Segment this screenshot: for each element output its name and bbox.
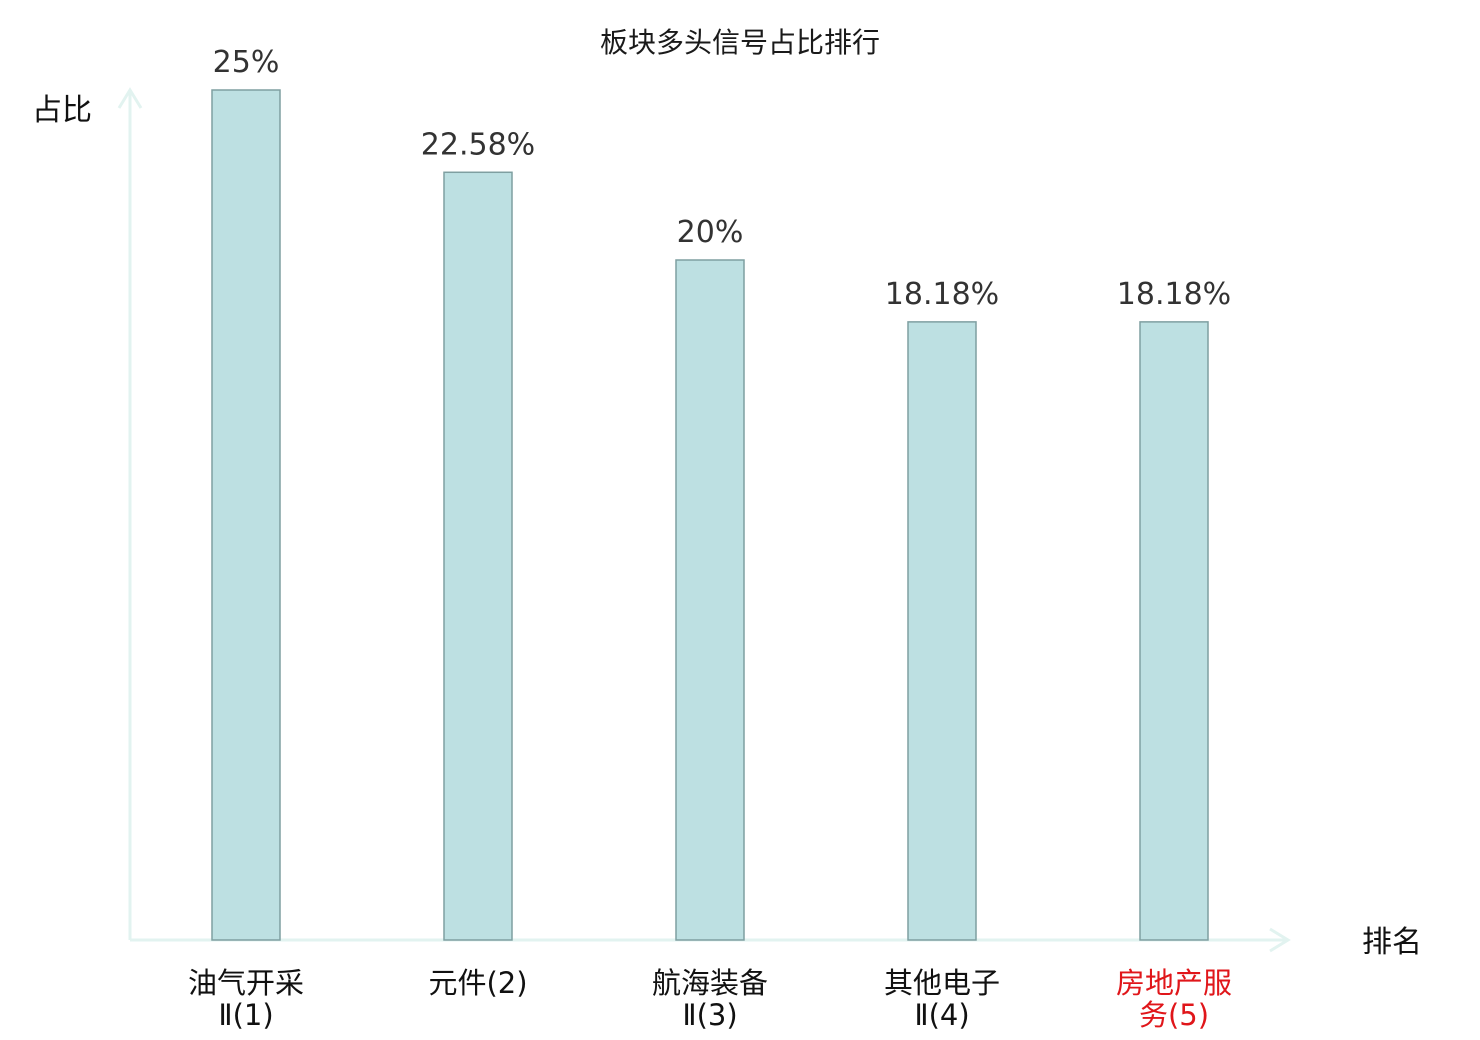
y-axis-label: 占比 [32, 93, 92, 128]
bar-value-label: 18.18% [1117, 277, 1231, 312]
bar [675, 259, 745, 941]
chart-title: 板块多头信号占比排行 [600, 26, 880, 59]
category-label: 油气开采 [188, 966, 304, 1000]
category-label: 房地产服 [1116, 966, 1232, 1000]
bar [443, 171, 513, 941]
category-label: 其他电子 [884, 966, 1000, 1000]
category-label: 航海装备 [652, 966, 768, 1000]
bar-value-label: 25% [213, 45, 280, 80]
bar-value-label: 20% [677, 215, 744, 250]
bar [907, 321, 977, 941]
category-label: Ⅱ(1) [218, 998, 273, 1032]
data-labels: 25% 22.58% 20% 18.18% 18.18% [213, 45, 1232, 312]
bar [1139, 321, 1209, 941]
category-label: 元件(2) [428, 966, 527, 1000]
category-label: Ⅱ(3) [682, 998, 737, 1032]
category-label: 务(5) [1139, 998, 1209, 1032]
bar-value-label: 22.58% [421, 127, 535, 162]
y-axis [117, 87, 143, 940]
bar [211, 89, 281, 941]
bar-value-label: 18.18% [885, 277, 999, 312]
x-axis-label: 排名 [1362, 925, 1422, 960]
category-label: Ⅱ(4) [914, 998, 969, 1032]
bar-series [211, 89, 1209, 941]
